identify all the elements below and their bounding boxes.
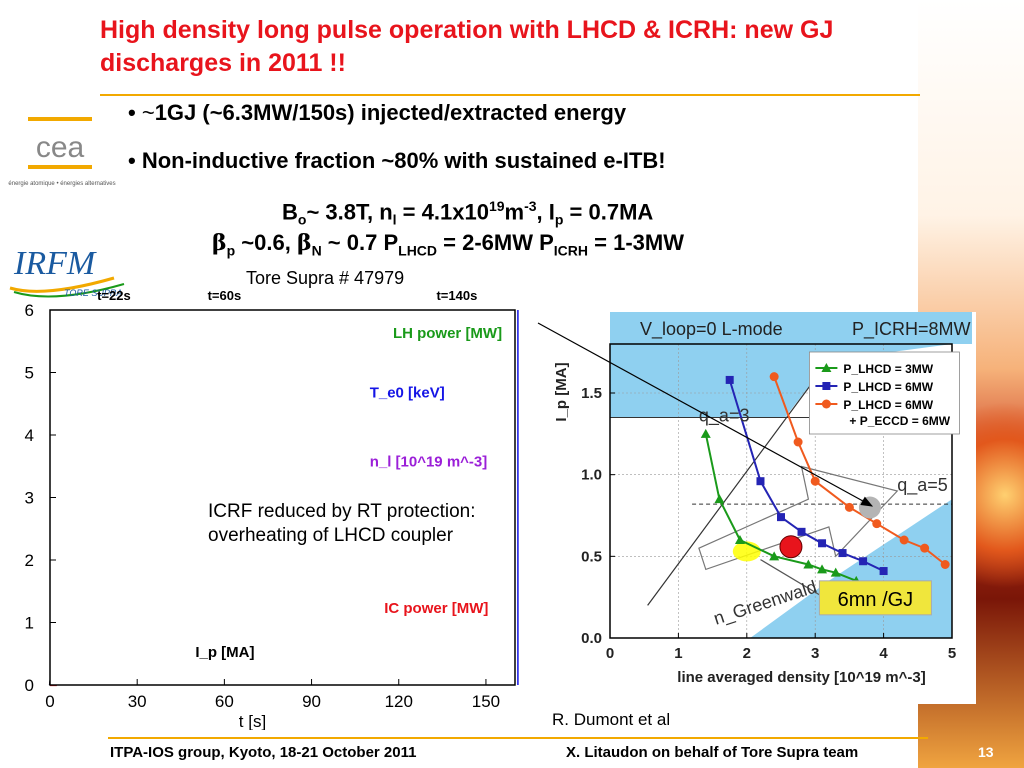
x-axis-label: line averaged density [10^19 m^-3] [677,669,925,686]
series-2-point-2 [810,476,820,486]
highlight-grey-dot [858,496,881,519]
x-tick-label-4: 4 [879,645,888,662]
y-tick-label-0: 0.0 [581,630,602,647]
series-label-1: T_e0 [keV] [370,385,445,402]
header-left: V_loop=0 L-mode [640,319,783,340]
x-tick-label-2: 2 [743,645,751,662]
bullet-non-inductive: • Non-inductive fraction ~80% with susta… [128,148,666,173]
y-tick-label-3: 1.5 [581,385,602,402]
highlight-red-dot [779,535,803,559]
y-tick-label-1: 0.5 [581,548,602,565]
density-scan-chart: q_a=3q_a=5n_Greenwald 6mn /GJV_loop=0 L-m… [536,312,976,704]
series-0-point-4 [803,559,814,569]
header-right: P_ICRH=8MW [852,319,971,340]
x-axis-label: t [s] [239,712,266,730]
y-tick-label-0: 0 [25,676,34,695]
series-label-4: I_p [MA] [195,644,254,661]
series-2-point-1 [793,437,803,447]
y-tick-label-5: 5 [25,364,34,383]
y-tick-label-4: 4 [25,426,34,445]
legend-label-2: P_LHCD = 6MW [843,398,933,412]
series-2-point-6 [920,543,930,553]
series-1-point-3 [797,527,806,536]
legend-label-2-extra: + P_ECCD = 6MW [849,414,950,428]
title-divider [100,94,920,96]
bullet-tilde: ~ [141,100,155,125]
time-trace-chart: t=22s t=60s t=140s LH power [MW] T_e0 [keV] n… [25,288,519,730]
x-tick-label-0: 0 [606,645,614,662]
series-2-point-4 [872,519,882,529]
x-tick-label-0: 0 [45,692,54,711]
series-1-point-6 [859,557,868,566]
y-tick-label-6: 6 [25,301,34,320]
x-tick-label-1: 1 [674,645,682,662]
page-number: 13 [978,744,994,760]
icrf-annotation: ICRF reduced by RT protection: overheati… [208,501,476,546]
plasma-params-line2: βp ~0.6, βN ~ 0.7 PLHCD = 2-6MW PICRH = … [212,230,684,259]
qa5-label: q_a=5 [897,475,948,496]
x-tick-label-5: 150 [472,692,500,711]
footer-divider [108,737,928,739]
plasma-params-line1: Bo~ 3.8T, nl = 4.1x1019m-3, Ip = 0.7MA [282,198,654,228]
y-axis-label: I_p [MA] [553,362,570,421]
bullet-non-inductive-text: Non-inductive fraction ~80% with sustain… [141,148,666,173]
highlight-yellow-ellipse [732,541,761,562]
bullet-energy: • ~1GJ (~6.3MW/150s) injected/extracted … [128,100,627,125]
series-label-3: IC power [MW] [384,600,488,617]
plot-frame [49,309,516,686]
legend-label-0: P_LHCD = 3MW [843,362,933,376]
bullet-energy-text: 1GJ (~6.3MW/150s) injected/extracted ene… [154,100,627,125]
legend-marker-1 [822,382,831,390]
footer-left: ITPA-IOS group, Kyoto, 18-21 October 201… [110,744,417,761]
series-0-point-2 [734,535,745,544]
footer-right: X. Litaudon on behalf of Tore Supra team [566,744,859,761]
citation: R. Dumont et al [552,710,671,729]
slide-title: High density long pulse operation with L… [100,16,834,77]
series-0-point-3 [769,551,780,561]
time-marker-label-2: t=140s [436,288,477,303]
series-0-point-5 [817,564,828,574]
series-2-point-0 [769,372,779,382]
series-2-point-5 [899,535,909,545]
series-label-2: n_l [10^19 m^-3] [370,453,488,470]
series-1-point-1 [756,477,765,486]
cea-logo: cea énergie atomique • énergies alternat… [6,115,118,195]
x-tick-label-4: 120 [385,692,413,711]
irfm-logo-text: IRFM [13,245,97,282]
y-tick-label-1: 1 [25,614,34,633]
series-1-point-5 [838,549,847,558]
x-tick-label-1: 30 [128,692,147,711]
legend-marker-2 [821,399,831,409]
qa3-label: q_a=3 [699,406,750,427]
callout-box [818,580,932,616]
time-marker-label-0: t=22s [97,288,131,303]
callout-text: 6mn /GJ [838,589,914,611]
series-1-point-2 [777,513,785,522]
shot-label: Tore Supra # 47979 [246,268,405,288]
series-1-point-4 [818,539,827,548]
y-tick-label-3: 3 [25,489,34,508]
x-tick-label-3: 3 [811,645,819,662]
irfm-logo: IRFM TORE SUPRA [9,245,125,298]
cea-logo-tagline: énergie atomique • énergies alternatives [8,181,115,187]
x-tick-label-3: 90 [302,692,321,711]
legend-label-1: P_LHCD = 6MW [843,380,933,394]
x-tick-label-5: 5 [948,645,956,662]
series-1-point-7 [879,567,888,576]
series-label-0: LH power [MW] [393,325,502,342]
irfm-logo-subtext: TORE SUPRA [64,288,122,298]
x-tick-label-2: 60 [215,692,234,711]
series-0-point-6 [830,567,841,577]
series-1-point-0 [725,375,734,384]
cea-logo-text: cea [36,131,85,164]
y-tick-label-2: 1.0 [581,467,602,484]
time-marker-label-1: t=60s [208,288,242,303]
series-2-point-3 [844,502,854,512]
series-2-point-7 [940,560,950,569]
y-tick-label-2: 2 [25,551,34,570]
